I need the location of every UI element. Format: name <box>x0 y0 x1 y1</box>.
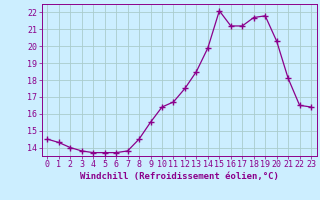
X-axis label: Windchill (Refroidissement éolien,°C): Windchill (Refroidissement éolien,°C) <box>80 172 279 181</box>
